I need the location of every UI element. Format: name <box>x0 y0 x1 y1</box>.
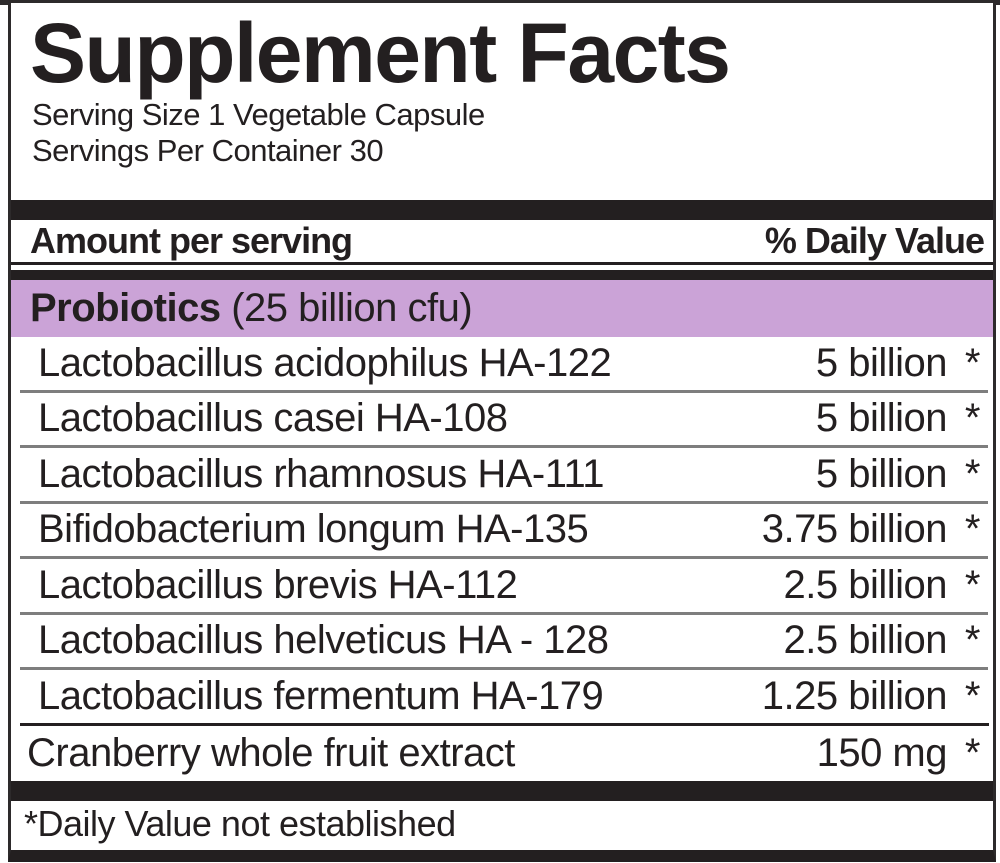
ingredient-name: Bifidobacterium longum HA-135 <box>38 507 589 552</box>
group-name: Probiotics <box>30 286 221 330</box>
ingredient-amount: 5 billion <box>815 340 948 385</box>
daily-value-asterisk: * <box>964 730 981 775</box>
ingredient-row: Lactobacillus fermentum HA-179 1.25 bill… <box>11 670 993 723</box>
probiotics-group-row: Probiotics (25 billion cfu) <box>11 280 993 337</box>
thick-divider-top <box>11 200 993 220</box>
ingredient-amount: 150 mg <box>816 730 948 775</box>
ingredient-name: Lactobacillus casei HA-108 <box>38 396 508 441</box>
ingredient-name: Lactobacillus helveticus HA - 128 <box>38 618 609 663</box>
ingredient-row: Lactobacillus rhamnosus HA-111 5 billion… <box>11 448 993 501</box>
ingredient-name: Lactobacillus fermentum HA-179 <box>38 673 604 718</box>
ingredient-amount: 5 billion <box>815 396 948 441</box>
daily-value-asterisk: * <box>964 562 981 607</box>
ingredient-name: Cranberry whole fruit extract <box>27 730 515 775</box>
row-separator <box>20 389 988 393</box>
top-border-bar <box>0 0 1000 5</box>
amount-per-serving-header: Amount per serving <box>30 220 353 261</box>
row-separator <box>20 445 988 448</box>
ingredient-name: Lactobacillus rhamnosus HA-111 <box>38 451 605 496</box>
footnote-text: *Daily Value not established <box>24 803 456 844</box>
daily-value-asterisk: * <box>964 451 981 496</box>
ingredient-row: Lactobacillus brevis HA-112 2.5 billion … <box>11 559 993 612</box>
ingredient-row: Bifidobacterium longum HA-135 3.75 billi… <box>11 504 993 557</box>
servings-per-container-text: Servings Per Container 30 <box>32 133 384 168</box>
ingredient-amount: 3.75 billion <box>761 507 948 552</box>
thick-divider-bottom <box>11 780 993 801</box>
daily-value-asterisk: * <box>964 396 981 441</box>
ingredient-amount: 2.5 billion <box>783 618 947 663</box>
group-detail: (25 billion cfu) <box>220 286 473 330</box>
ingredient-row: Lactobacillus casei HA-108 5 billion * <box>11 393 993 446</box>
ingredient-row: Lactobacillus helveticus HA - 128 2.5 bi… <box>11 615 993 668</box>
medium-divider <box>11 270 993 280</box>
row-separator <box>20 667 988 670</box>
column-header-row: Amount per serving % Daily Value <box>11 220 993 262</box>
ingredient-row: Cranberry whole fruit extract 150 mg * <box>11 726 993 781</box>
thin-divider <box>11 262 993 265</box>
ingredient-row: Lactobacillus acidophilus HA-122 5 billi… <box>11 337 993 390</box>
row-separator <box>20 500 988 504</box>
row-separator <box>20 556 988 559</box>
ingredient-amount: 1.25 billion <box>761 673 948 718</box>
group-end-divider <box>20 722 989 726</box>
daily-value-asterisk: * <box>964 618 981 663</box>
ingredient-amount: 2.5 billion <box>783 562 947 607</box>
ingredient-name: Lactobacillus acidophilus HA-122 <box>38 340 612 385</box>
ingredient-name: Lactobacillus brevis HA-112 <box>38 562 518 607</box>
serving-size-text: Serving Size 1 Vegetable Capsule <box>32 97 485 132</box>
daily-value-asterisk: * <box>964 507 981 552</box>
daily-value-asterisk: * <box>964 673 981 718</box>
supplement-facts-panel: Supplement Facts Serving Size 1 Vegetabl… <box>8 3 996 862</box>
row-separator <box>20 611 988 615</box>
percent-daily-value-header: % Daily Value <box>764 220 985 261</box>
ingredient-amount: 5 billion <box>815 451 948 496</box>
daily-value-asterisk: * <box>964 340 981 385</box>
label-title: Supplement Facts <box>30 6 731 100</box>
